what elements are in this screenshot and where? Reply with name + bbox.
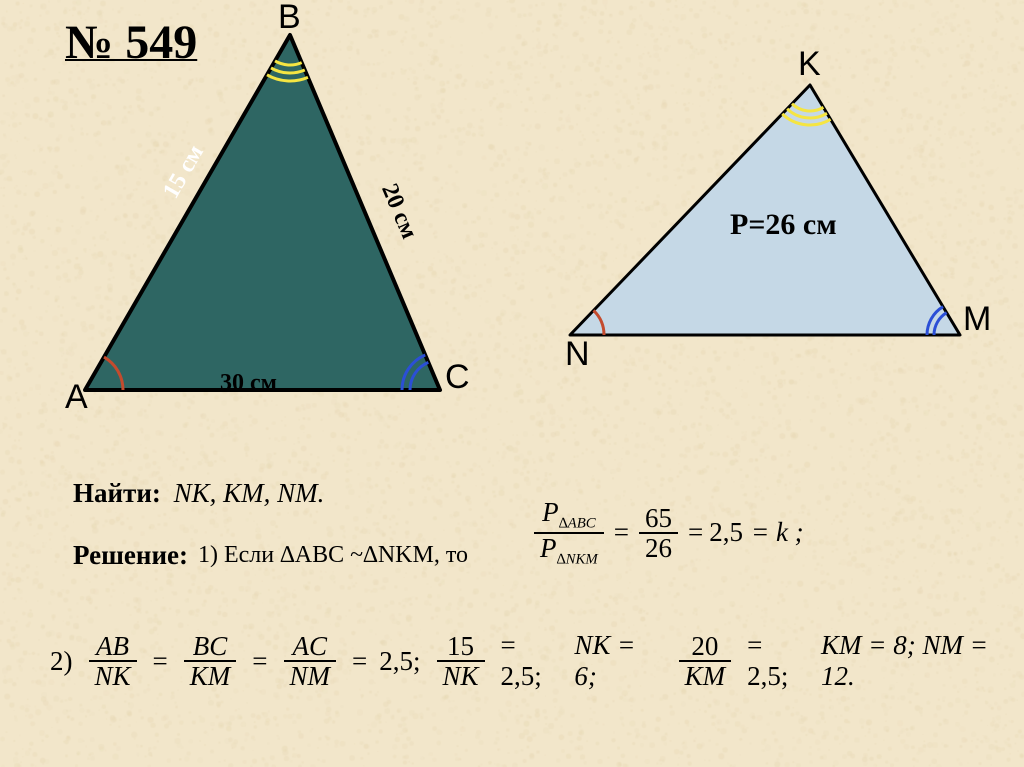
vertex-label-n: N (565, 335, 590, 374)
perimeter-nkm-label: Р=26 см (730, 208, 837, 242)
geometry-diagram (0, 0, 1024, 430)
solution-label: Решение: (73, 540, 188, 571)
solution-line: Решение: 1) Если ∆ABC ~∆NKM, то (73, 540, 468, 571)
perimeter-ratio-numbers: 65 26 (639, 504, 678, 563)
vertex-label-b: В (278, 0, 301, 37)
side-label-ac: 30 см (220, 370, 277, 397)
find-text: NK, KM, NM. (174, 478, 325, 508)
perimeter-ratio-frac: P∆ABC P∆NKM (534, 498, 604, 568)
vertex-label-c: С (445, 358, 470, 397)
perimeter-ratio: P∆ABC P∆NKM = 65 26 = 2,5 = k ; (530, 498, 804, 568)
vertex-label-a: А (65, 378, 88, 417)
vertex-label-k: K (798, 45, 821, 84)
solution-step1: 1) Если ∆ABC ~∆NKM, то (198, 542, 468, 569)
solution-step2: 2) AB NK = BC KM = AC NM = 2,5; 15 NK = … (50, 630, 1024, 692)
find-label: Найти: (73, 478, 161, 508)
vertex-label-m: M (963, 300, 991, 339)
find-line: Найти: NK, KM, NM. (73, 478, 324, 509)
